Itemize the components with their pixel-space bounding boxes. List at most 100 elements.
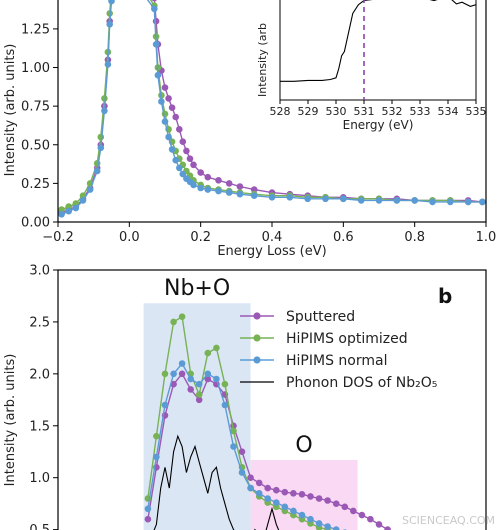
panel-b: Nb+O O 0.5 1.0 1.5 2.0 2.5 3.0 Intensity (arb.… <box>3 264 487 530</box>
inset-content: 528 529 530 531 532 533 534 535 <box>270 0 487 118</box>
panel-a-series-0-point <box>225 180 233 187</box>
panel-b-series-2-point <box>273 499 280 506</box>
panel-a-series-1-point <box>93 160 101 167</box>
panel-a-series-0-point <box>176 126 183 133</box>
panel-b-series-0-point <box>307 493 314 500</box>
panel-b-series-0-point <box>298 491 306 498</box>
panel-b-ticks: 0.5 1.0 1.5 2.0 2.5 3.0 <box>29 264 58 530</box>
panel-b-series-0-point <box>187 386 194 393</box>
legend-entry-0: Sputtered <box>240 309 355 325</box>
panel-a-series-1-point <box>72 200 80 207</box>
panel-b-ylabel: Intensity (arb. units) <box>3 354 18 487</box>
inset-line <box>280 0 476 82</box>
panel-b-series-2-point <box>161 401 169 409</box>
panel-b-ytick-label: 1.0 <box>29 471 50 486</box>
panel-b-series-2-point <box>144 505 152 513</box>
panel-a-series-2-point <box>72 204 80 212</box>
panel-a-series-0-point <box>161 84 169 91</box>
region-0-label: Nb+O <box>164 276 230 301</box>
panel-a-xtick-label: 0.4 <box>262 230 283 245</box>
panel-a-series-2-point <box>79 197 87 204</box>
legend-label: HiPIMS normal <box>286 353 387 369</box>
panel-b-ytick-label: 1.5 <box>29 419 50 434</box>
panel-a-series-2-point <box>322 195 329 203</box>
panel-b-series-2-point <box>264 495 272 502</box>
panel-b-series-1-point <box>161 370 169 378</box>
panel-b-letter: b <box>438 284 452 308</box>
panel-a-ytick-label: 0.75 <box>21 100 50 115</box>
panel-b-series-2-point <box>178 360 186 367</box>
panel-a-ylabel: Intensity (arb. units) <box>3 44 18 177</box>
panel-b-ytick-label: 0.5 <box>29 523 50 530</box>
panel-a-series-2-point <box>108 0 115 5</box>
inset-xtick-label: 529 <box>298 105 319 118</box>
legend-entry-2: HiPIMS normal <box>240 353 387 369</box>
panel-b-series-0-point <box>264 484 272 492</box>
panel-a-series-0-point <box>236 183 244 190</box>
panel-a-series-2-point <box>176 164 183 172</box>
panel-a-series-2-point <box>168 146 176 153</box>
panel-a-series-0-point <box>152 17 160 25</box>
panel-b-series-group <box>144 313 391 530</box>
inset-xtick-label: 533 <box>410 105 431 118</box>
panel-a-series-2-point <box>340 195 347 203</box>
panel-b-series-0-point <box>375 521 383 528</box>
legend-label: Sputtered <box>286 309 355 325</box>
panel-a-series-0-point <box>168 104 176 111</box>
inset-xtick-label: 531 <box>354 105 375 118</box>
panel-b-series-0-point <box>290 490 297 497</box>
legend-swatch-marker <box>253 312 261 320</box>
panel-a-series-0-point <box>186 155 194 162</box>
panel-a-frame <box>57 0 487 223</box>
inset-ylabel: Intensity (arb <box>256 23 269 97</box>
panel-a-series-2-point <box>204 186 212 193</box>
panel-a-series-2-point <box>304 195 312 203</box>
panel-a-series-2-point <box>236 190 244 198</box>
inset-xlabel: Energy (eV) <box>343 118 414 132</box>
panel-b-series-0-point <box>170 380 177 388</box>
panel-b-series-2-point <box>238 469 246 476</box>
legend-label: HiPIMS optimized <box>286 331 408 347</box>
panel-a-series-0-point <box>204 173 212 181</box>
panel-a-xtick-label: −0.2 <box>42 230 74 245</box>
panel-a-ytick-label: 1.25 <box>21 22 50 37</box>
panel-b-series-1-point <box>230 427 237 435</box>
panel-a-series-0-point <box>165 95 172 102</box>
panel-a-series-1-point <box>65 203 72 210</box>
panel-b-series-0-point <box>195 396 203 404</box>
panel-b-series-2-point <box>230 443 237 450</box>
panel-b-series-2-point <box>332 526 340 530</box>
panel-b-series-0-point <box>367 515 374 523</box>
panel-b-series-2-point <box>281 503 289 511</box>
inset-xtick-label: 534 <box>438 105 459 118</box>
panel-a-xtick-label: 1.0 <box>476 230 497 245</box>
panel-b-series-2-point <box>170 370 177 378</box>
panel-a-series-2-point <box>104 61 112 68</box>
panel-b-series-0-point <box>238 448 246 456</box>
panel-a-series-2-point <box>161 118 169 125</box>
watermark: SCIENCEAQ.COM <box>402 514 495 527</box>
inset-xtick-label: 530 <box>326 105 347 118</box>
panel-a-xlabel: Energy Loss (eV) <box>217 244 326 259</box>
panel-b-ytick-label: 3.0 <box>29 264 50 279</box>
panel-a-series-2-point <box>154 71 162 79</box>
panel-b-series-2-point <box>221 401 229 409</box>
panel-b-series-2-point <box>298 511 306 519</box>
panel-a-series-2-point <box>429 198 436 206</box>
panel-b-series-0-point <box>178 370 186 378</box>
panel-a-series-0-point <box>250 186 258 193</box>
panel-a-series-2-point <box>86 186 94 193</box>
panel-b-series-2-point <box>315 520 323 527</box>
legend-swatch-marker <box>253 334 261 342</box>
inset-plot <box>280 0 476 100</box>
panel-b-regions: Nb+O O <box>143 276 358 530</box>
panel-a-series-2-point <box>447 198 454 206</box>
panel-b-series-2-point <box>255 490 263 497</box>
panel-a-series-0-point <box>179 138 187 145</box>
panel-b-series-0-point <box>341 503 349 511</box>
panel-b-series-2-point <box>213 375 220 383</box>
panel-b-series-0-point <box>332 500 340 508</box>
panel-a-ytick-label: 1.00 <box>21 61 50 76</box>
panel-a-series-2-point <box>464 198 472 206</box>
panel-a-series-2-point <box>101 107 108 115</box>
